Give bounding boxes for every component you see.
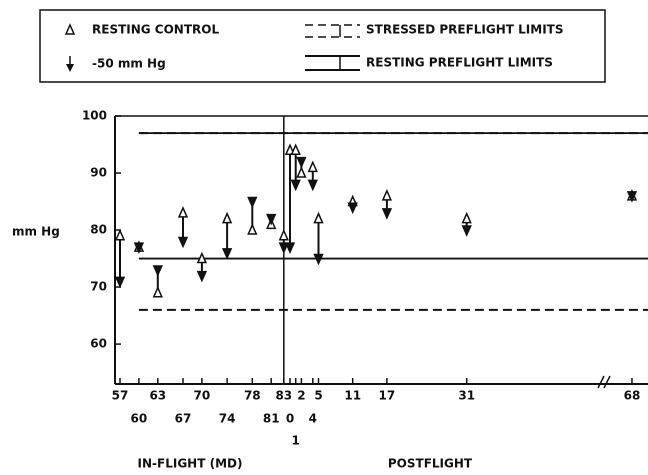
x-tick-label: 67	[175, 412, 192, 426]
y-tick-label: 60	[90, 337, 107, 351]
axis-break	[597, 375, 605, 389]
x-tick-label: 57	[112, 389, 129, 403]
x-tick-label: 1	[292, 434, 300, 448]
legend-label: RESTING CONTROL	[92, 23, 219, 37]
y-tick-label: 100	[82, 109, 107, 123]
marker	[290, 179, 301, 192]
marker	[133, 242, 145, 254]
marker	[461, 225, 472, 237]
y-tick-label: 70	[90, 280, 107, 294]
x-tick-label: 70	[194, 389, 211, 403]
marker	[290, 143, 301, 155]
x-tick-label: 4	[309, 412, 317, 426]
x-tick-label: 78	[244, 389, 261, 403]
marker	[266, 213, 277, 226]
marker	[307, 160, 318, 173]
marker	[381, 188, 393, 201]
marker	[221, 248, 233, 260]
y-tick-label: 80	[90, 223, 107, 237]
marker	[177, 236, 189, 249]
marker	[152, 285, 163, 298]
x-tick-label: 63	[149, 389, 166, 403]
marker	[626, 191, 638, 203]
legend-symbol	[64, 23, 76, 35]
marker	[278, 228, 289, 241]
x-tick-label: 81	[263, 412, 280, 426]
x-tick-label: 11	[344, 389, 361, 403]
legend: RESTING CONTROL -50 mm Hg STRESSED PREFL…	[39, 9, 606, 83]
marker	[313, 253, 324, 266]
x-tick-label: 68	[624, 389, 641, 403]
marker	[296, 166, 307, 178]
group-label: IN-FLIGHT (MD)	[138, 457, 243, 471]
marker	[278, 242, 289, 254]
x-tick-label: 0	[286, 412, 294, 426]
marker	[247, 223, 258, 235]
marker	[152, 265, 163, 277]
y-axis-label: mm Hg	[12, 225, 60, 239]
marker	[347, 202, 358, 215]
marker	[313, 211, 324, 224]
x-tick-label: 2	[297, 389, 305, 403]
x-tick-label: 5	[314, 389, 322, 403]
marker	[196, 251, 208, 264]
x-tick-label: 74	[219, 412, 236, 426]
marker	[196, 270, 208, 283]
marker	[284, 242, 296, 254]
group-label: POSTFLIGHT	[388, 457, 473, 471]
x-tick-label: 17	[379, 389, 396, 403]
axis-break	[603, 375, 611, 389]
x-tick-label: 60	[131, 412, 148, 426]
marker	[114, 228, 126, 241]
legend-label: STRESSED PREFLIGHT LIMITS	[366, 23, 564, 37]
x-tick-label: 83	[275, 389, 292, 403]
marker	[177, 206, 189, 218]
legend-label: RESTING PREFLIGHT LIMITS	[366, 56, 553, 70]
marker	[381, 208, 393, 220]
legend-symbol	[66, 64, 74, 72]
x-tick-label: 31	[458, 389, 475, 403]
legend-label: -50 mm Hg	[92, 57, 166, 71]
marker	[114, 276, 126, 289]
y-tick-label: 90	[90, 166, 107, 180]
marker	[461, 211, 472, 224]
marker	[296, 156, 307, 169]
marker	[247, 196, 258, 209]
legend-box	[39, 9, 606, 83]
marker	[307, 179, 318, 192]
marker	[221, 211, 233, 224]
